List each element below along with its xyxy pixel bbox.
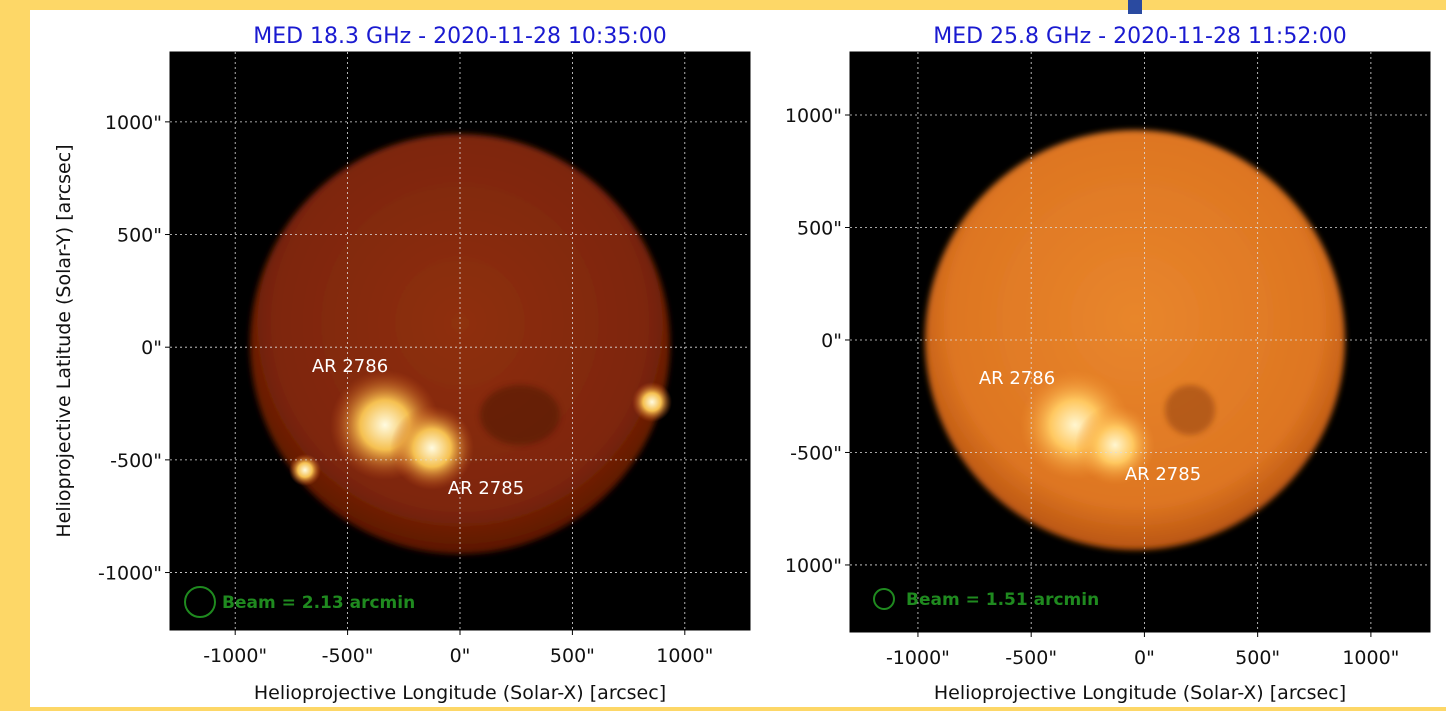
chart-title: MED 25.8 GHz - 2020-11-28 11:52:00 [933, 24, 1347, 49]
beam-label: Beam = 1.51 arcmin [906, 590, 1099, 610]
x-tick-label: 500" [550, 645, 595, 667]
y-tick-label: -500" [790, 442, 842, 464]
chart-title: MED 18.3 GHz - 2020-11-28 10:35:00 [253, 24, 667, 49]
x-tick-label: 0" [1134, 647, 1155, 669]
y-tick-label: -500" [110, 450, 162, 472]
x-tick-label: -500" [1005, 647, 1057, 669]
y-tick-label: 500" [117, 225, 162, 247]
y-tick-label: 1000" [785, 555, 842, 577]
beam-label: Beam = 2.13 arcmin [222, 593, 415, 613]
x-tick-label: -1000" [203, 645, 267, 667]
y-axis-label: Helioprojective Latitude (Solar-Y) [arcs… [53, 144, 75, 537]
y-tick-label: 500" [797, 217, 842, 239]
bright-region [289, 454, 321, 486]
x-tick-label: 0" [450, 645, 471, 667]
x-tick-label: -500" [322, 645, 374, 667]
x-axis-label: Helioprojective Longitude (Solar-X) [arc… [254, 682, 666, 704]
region-label: AR 2786 [979, 368, 1055, 389]
dark-region [480, 385, 560, 445]
x-axis-label: Helioprojective Longitude (Solar-X) [arc… [934, 682, 1346, 704]
region-label: AR 2785 [1125, 464, 1201, 485]
x-tick-label: 1000" [1342, 647, 1399, 669]
dark-region [1165, 385, 1215, 435]
region-label: AR 2786 [312, 356, 388, 377]
y-tick-label: 1000" [105, 112, 162, 134]
y-tick-label: -1000" [98, 563, 162, 585]
figure: -1000" -500" 0" 500" 1000" -1000" -500" 0" 500" 1… [0, 0, 1446, 707]
x-tick-label: 500" [1235, 647, 1280, 669]
x-tick-label: 1000" [656, 645, 713, 667]
y-tick-label: 0" [141, 337, 162, 359]
bright-region [632, 382, 672, 422]
decoration [1128, 0, 1142, 14]
y-tick-label: 0" [821, 330, 842, 352]
x-tick-label: -1000" [886, 647, 950, 669]
y-tick-label: 1000" [785, 105, 842, 127]
region-label: AR 2785 [448, 478, 524, 499]
